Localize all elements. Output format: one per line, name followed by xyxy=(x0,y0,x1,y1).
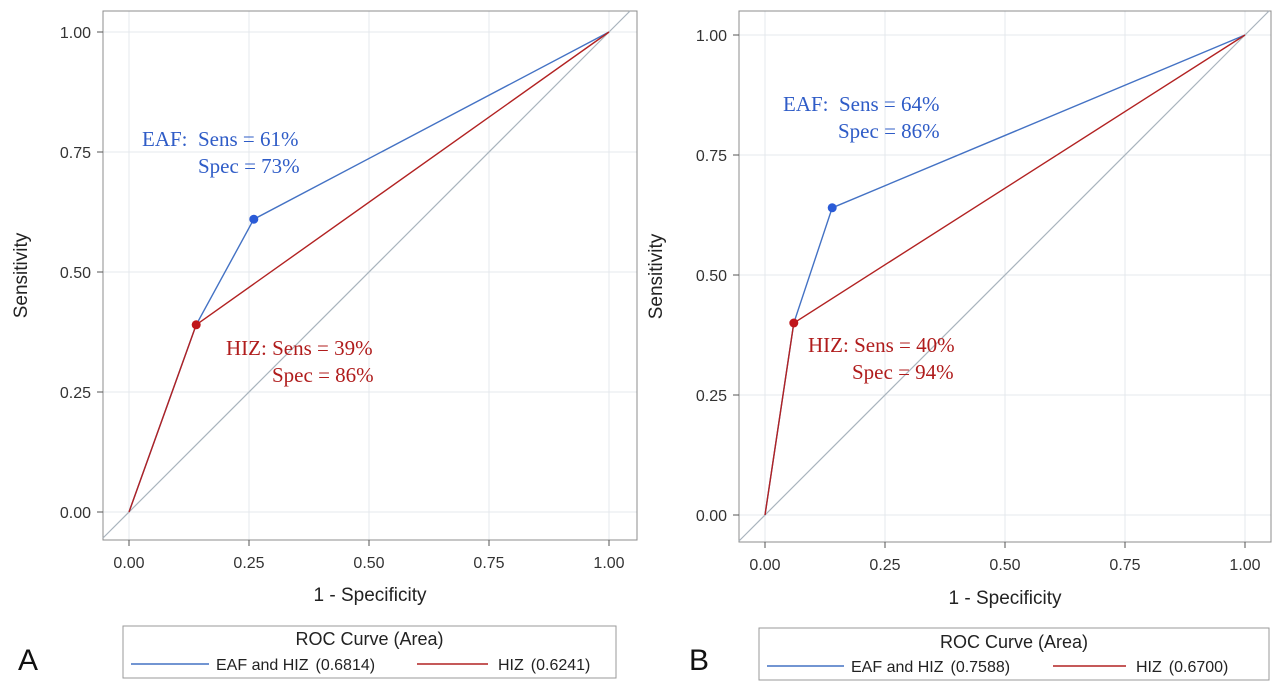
y-tick-label: 1.00 xyxy=(696,28,727,45)
x-tick-label: 0.25 xyxy=(233,555,264,572)
legend-area-value: (0.6700) xyxy=(1169,659,1229,676)
operating-point-marker xyxy=(191,320,201,330)
reference-diagonal xyxy=(102,10,631,539)
y-axis-label: Sensitivity xyxy=(11,232,32,318)
annotation-line: Spec = 94% xyxy=(852,360,954,384)
legend-area-value: (0.6814) xyxy=(315,657,375,674)
legend-box xyxy=(122,625,617,679)
reference-diagonal xyxy=(738,10,1270,542)
panel-label: A xyxy=(18,644,38,677)
y-tick-label: 1.00 xyxy=(60,25,91,42)
x-tick-label: 1.00 xyxy=(593,555,624,572)
x-tick-label: 0.00 xyxy=(749,557,780,574)
y-tick-label: 0.50 xyxy=(696,268,727,285)
legend-title: ROC Curve (Area) xyxy=(940,632,1088,652)
annotation-line: Spec = 73% xyxy=(198,154,300,178)
y-tick-label: 0.75 xyxy=(60,145,91,162)
x-tick-label: 1.00 xyxy=(1229,557,1260,574)
x-axis-label: 1 - Specificity xyxy=(314,585,427,606)
annotation-line: HIZ: Sens = 40% xyxy=(808,333,955,357)
chart-panel-b: 0.00 0.25 0.50 0.75 1.00 0.00 0.25 0.50 0.75 1.00… xyxy=(646,10,1272,681)
x-tick-label: 0.75 xyxy=(1109,557,1140,574)
x-tick-label: 0.50 xyxy=(989,557,1020,574)
y-tick-label: 0.00 xyxy=(696,508,727,525)
operating-point-marker xyxy=(789,318,799,328)
chart-panel-a: 0.00 0.25 0.50 0.75 1.00 0.00 0.25 0.50 0.75 1.00… xyxy=(11,10,638,679)
legend: ROC Curve (Area) EAF and HIZ (0.6814) HIZ (0… xyxy=(122,625,617,679)
operating-point-marker xyxy=(827,203,837,213)
legend-series-name: EAF and HIZ xyxy=(216,657,309,674)
y-tick-label: 0.25 xyxy=(60,385,91,402)
annotation-line: Spec = 86% xyxy=(838,119,940,143)
operating-point-marker xyxy=(249,214,259,224)
y-tick-label: 0.50 xyxy=(60,265,91,282)
legend-box xyxy=(758,627,1270,681)
annotation-hiz: HIZ: Sens = 39% Spec = 86% xyxy=(226,336,374,387)
y-tick-label: 0.75 xyxy=(696,148,727,165)
legend-series-name: EAF and HIZ xyxy=(851,659,944,676)
y-tick-label: 0.00 xyxy=(60,505,91,522)
legend: ROC Curve (Area) EAF and HIZ (0.7588) HIZ (0… xyxy=(758,627,1270,681)
annotation-eaf: EAF: Sens = 64% Spec = 86% xyxy=(783,92,940,143)
legend-title: ROC Curve (Area) xyxy=(295,629,443,649)
legend-area-value: (0.7588) xyxy=(950,659,1010,676)
x-tick-label: 0.00 xyxy=(113,555,144,572)
panel-label: B xyxy=(689,644,709,677)
legend-area-value: (0.6241) xyxy=(531,657,591,674)
annotation-line: HIZ: Sens = 39% xyxy=(226,336,373,360)
annotation-hiz: HIZ: Sens = 40% Spec = 94% xyxy=(808,333,955,384)
annotation-eaf: EAF: Sens = 61% Spec = 73% xyxy=(142,127,300,178)
legend-series-name: HIZ xyxy=(498,657,524,674)
y-axis-label: Sensitivity xyxy=(646,233,667,319)
annotation-line: EAF: Sens = 61% xyxy=(142,127,299,151)
annotation-line: Spec = 86% xyxy=(272,363,374,387)
x-axis-label: 1 - Specificity xyxy=(949,588,1062,609)
x-tick-label: 0.25 xyxy=(869,557,900,574)
legend-entry: EAF and HIZ (0.7588) xyxy=(851,659,1010,676)
legend-entry: HIZ (0.6241) xyxy=(498,657,590,674)
y-tick-label: 0.25 xyxy=(696,388,727,405)
legend-entry: EAF and HIZ (0.6814) xyxy=(216,657,375,674)
legend-series-name: HIZ xyxy=(1136,659,1162,676)
x-tick-label: 0.75 xyxy=(473,555,504,572)
plot-frame xyxy=(102,10,638,541)
annotation-line: EAF: Sens = 64% xyxy=(783,92,940,116)
x-tick-label: 0.50 xyxy=(353,555,384,572)
legend-entry: HIZ (0.6700) xyxy=(1136,659,1228,676)
